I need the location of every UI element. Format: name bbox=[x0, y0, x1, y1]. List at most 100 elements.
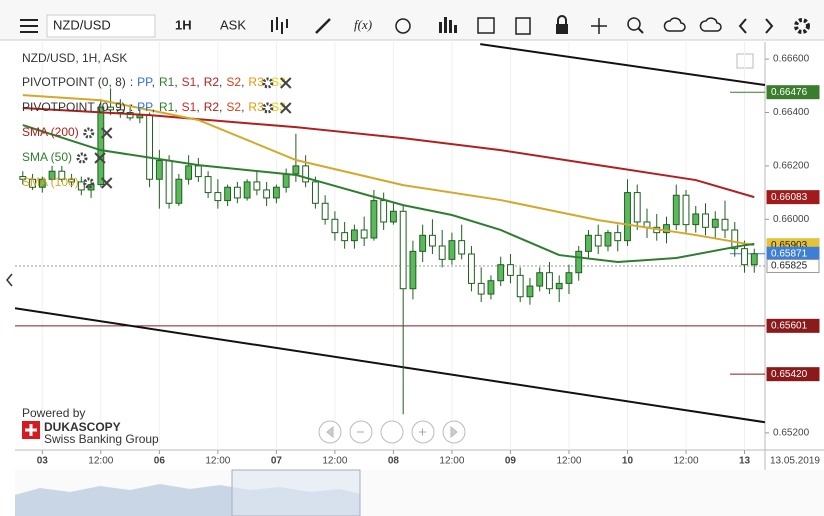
symbol[interactable]: NZD/USD bbox=[53, 17, 111, 32]
y-tick-label: 0.66000 bbox=[773, 214, 810, 225]
price-marker bbox=[766, 190, 820, 205]
candle-body bbox=[428, 234, 436, 247]
remove-icon[interactable] bbox=[280, 77, 292, 89]
candle-body bbox=[380, 200, 388, 223]
pivot-item: , bbox=[152, 100, 155, 114]
sma-line bbox=[22, 124, 755, 264]
indicator-button[interactable]: f(x) bbox=[354, 17, 372, 32]
x-tick-label: 13 bbox=[739, 456, 751, 467]
candle-body bbox=[555, 282, 563, 290]
candle-body bbox=[272, 186, 280, 199]
candle-body bbox=[224, 186, 232, 202]
chart-type-icon[interactable] bbox=[271, 17, 288, 34]
candle-body bbox=[331, 218, 339, 234]
candle-body bbox=[448, 240, 456, 260]
price-marker-label: 0.66476 bbox=[771, 87, 808, 98]
pivot-item: : bbox=[130, 75, 133, 89]
x-tick-label: 10 bbox=[622, 456, 634, 467]
candle-body bbox=[594, 234, 602, 247]
draw-icon[interactable] bbox=[315, 18, 331, 34]
x-tick-label: 08 bbox=[388, 456, 400, 467]
price-marker-label: 0.66083 bbox=[771, 192, 808, 203]
settings-icon[interactable] bbox=[794, 18, 810, 34]
x-tick-label: 12:00 bbox=[439, 456, 464, 467]
upload-icon[interactable] bbox=[663, 17, 686, 32]
download-icon[interactable] bbox=[699, 17, 722, 32]
candle-body bbox=[155, 160, 163, 180]
zoom-icon[interactable] bbox=[627, 17, 644, 34]
legend-entry: PIVOTPOINT (0, 9) bbox=[22, 100, 126, 114]
pivot-item: , bbox=[174, 100, 177, 114]
candle-body bbox=[419, 234, 427, 252]
candle-body bbox=[711, 218, 719, 228]
remove-icon[interactable] bbox=[100, 177, 113, 189]
pivot-item: , bbox=[152, 75, 155, 89]
candle-body bbox=[750, 253, 758, 266]
pivot-item: , bbox=[241, 75, 244, 89]
settings-icon[interactable] bbox=[83, 177, 95, 189]
trendline bbox=[15, 307, 765, 424]
candle-body bbox=[546, 272, 553, 290]
news-icon[interactable] bbox=[515, 17, 531, 35]
pivot-item: : bbox=[130, 100, 133, 114]
settings-icon[interactable] bbox=[262, 102, 274, 114]
pivot-item: R1 bbox=[159, 75, 175, 89]
legend-entry: PIVOTPOINT (0, 8) bbox=[22, 75, 126, 89]
axes: 0.66600 0.66400 0.66200 0.66000 0.65200 03 12:… bbox=[37, 54, 821, 467]
candle-body bbox=[507, 264, 514, 276]
candle-body bbox=[370, 200, 378, 239]
candle-body bbox=[38, 178, 46, 188]
next-button[interactable] bbox=[765, 18, 774, 34]
prev-button[interactable] bbox=[738, 18, 747, 34]
legend-entry: SMA (100) bbox=[22, 175, 79, 189]
pivot-item: S1 bbox=[182, 100, 197, 114]
settings-icon[interactable] bbox=[262, 77, 274, 89]
price-marker bbox=[766, 85, 820, 100]
candle-body bbox=[243, 181, 251, 199]
side[interactable]: ASK bbox=[220, 17, 246, 32]
settings-icon[interactable] bbox=[76, 152, 88, 164]
lock-icon[interactable] bbox=[556, 15, 568, 34]
calendar-icon[interactable] bbox=[477, 17, 495, 34]
candle-body bbox=[185, 165, 193, 180]
menu-button[interactable] bbox=[20, 19, 38, 33]
period[interactable]: 1H bbox=[175, 17, 192, 32]
candle-body bbox=[68, 178, 75, 183]
candle-body bbox=[487, 280, 495, 295]
candle-body bbox=[721, 218, 729, 231]
candle-body bbox=[29, 178, 36, 188]
price-marker-label: 0.65420 bbox=[771, 369, 808, 380]
pivot-item: S1 bbox=[182, 75, 197, 89]
brand-name: DUKASCOPY bbox=[44, 420, 121, 434]
candle-body bbox=[458, 240, 466, 255]
candle-body bbox=[263, 189, 271, 199]
scroll-left[interactable] bbox=[6, 273, 13, 287]
candle-body bbox=[311, 181, 319, 204]
candle-body bbox=[633, 192, 641, 223]
remove-icon[interactable] bbox=[280, 102, 292, 114]
navigator-window[interactable] bbox=[231, 469, 361, 516]
brand-tagline: Swiss Banking Group bbox=[44, 432, 159, 446]
price-marker-label: 0.65903 bbox=[771, 240, 808, 251]
x-tick-label: 03 bbox=[37, 456, 49, 467]
settings-icon[interactable] bbox=[83, 127, 95, 139]
candle-body bbox=[350, 229, 358, 242]
remove-icon[interactable] bbox=[94, 152, 106, 164]
remove-icon[interactable] bbox=[100, 127, 113, 139]
symbol-box[interactable] bbox=[46, 14, 156, 38]
info-icon[interactable] bbox=[395, 18, 411, 34]
reset[interactable] bbox=[380, 420, 404, 444]
x-tick-label: 12:00 bbox=[556, 456, 581, 467]
candle-body bbox=[624, 192, 631, 242]
candle-body bbox=[516, 274, 524, 298]
pivot-item: R1 bbox=[159, 100, 175, 114]
candle-body bbox=[731, 229, 739, 250]
pivot-item: , bbox=[219, 100, 222, 114]
crosshair-icon[interactable] bbox=[591, 18, 607, 34]
candle-body bbox=[321, 202, 329, 220]
candle-body bbox=[146, 114, 154, 180]
sma-line bbox=[22, 106, 755, 199]
x-tick-label: 07 bbox=[271, 456, 283, 467]
bars-icon[interactable] bbox=[439, 17, 457, 33]
candle-body bbox=[565, 272, 573, 284]
